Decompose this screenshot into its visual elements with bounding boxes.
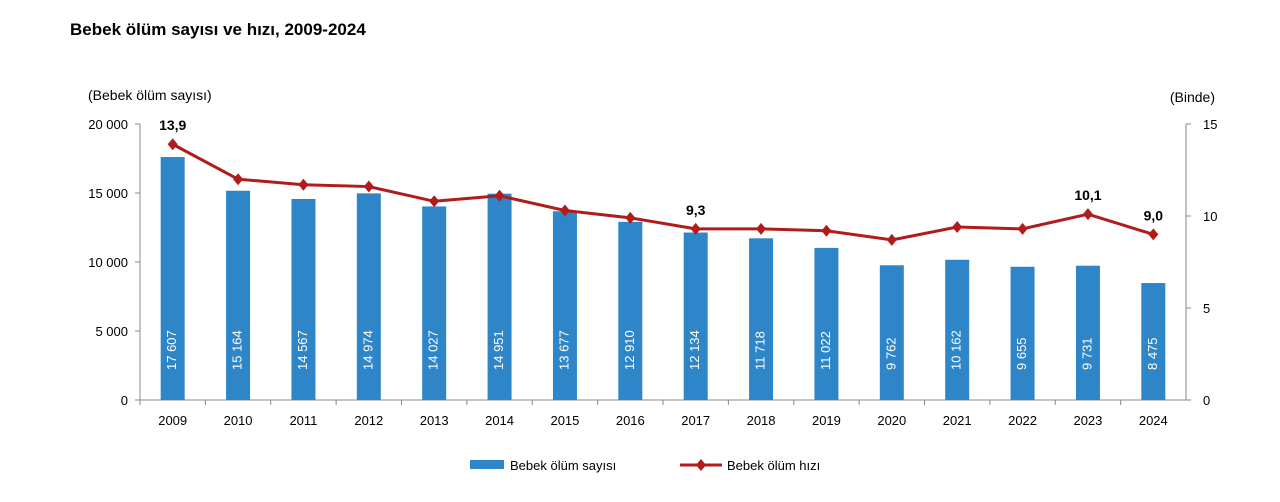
left-tick-label: 5 000: [95, 324, 128, 339]
x-tick-label: 2014: [485, 413, 514, 428]
bar: [945, 259, 970, 400]
legend-bar-swatch: [470, 460, 504, 469]
left-tick-label: 20 000: [88, 117, 128, 132]
rate-point: [559, 204, 570, 217]
rate-point: [1082, 208, 1093, 221]
x-tick-label: 2020: [877, 413, 906, 428]
bar: [1075, 265, 1100, 400]
bar: [1141, 283, 1166, 400]
rate-point: [625, 211, 636, 224]
rate-point: [756, 222, 767, 235]
bar-label: 17 607: [164, 330, 179, 370]
legend-bar-label: Bebek ölüm sayısı: [510, 458, 616, 473]
bar: [291, 198, 316, 400]
left-tick-label: 10 000: [88, 255, 128, 270]
bar-label: 12 134: [687, 330, 702, 370]
right-tick-label: 0: [1203, 393, 1210, 408]
rate-point: [821, 224, 832, 237]
rate-point: [167, 138, 178, 151]
rate-point: [363, 180, 374, 193]
bar: [1010, 266, 1035, 400]
left-tick-label: 0: [121, 393, 128, 408]
x-tick-label: 2018: [747, 413, 776, 428]
x-tick-label: 2012: [354, 413, 383, 428]
bar: [422, 206, 447, 400]
right-tick-label: 10: [1203, 209, 1217, 224]
x-tick-label: 2021: [943, 413, 972, 428]
left-tick-label: 15 000: [88, 186, 128, 201]
bar: [618, 221, 643, 400]
x-tick-label: 2017: [681, 413, 710, 428]
rate-point: [429, 195, 440, 208]
bar-label: 12 910: [622, 330, 637, 370]
x-tick-label: 2024: [1139, 413, 1168, 428]
bar: [160, 157, 185, 400]
bar: [683, 232, 708, 400]
bar-label: 10 162: [949, 330, 964, 370]
legend-line-label: Bebek ölüm hızı: [727, 458, 820, 473]
x-tick-label: 2015: [550, 413, 579, 428]
x-tick-label: 2023: [1073, 413, 1102, 428]
x-tick-label: 2022: [1008, 413, 1037, 428]
bar-label: 11 022: [818, 331, 833, 370]
x-tick-label: 2011: [289, 413, 317, 428]
x-tick-label: 2019: [812, 413, 841, 428]
rate-point: [690, 222, 701, 235]
bar-label: 8 475: [1145, 337, 1160, 370]
bar-label: 14 974: [360, 330, 375, 370]
bar-label: 9 762: [883, 337, 898, 370]
bar: [226, 190, 251, 400]
rate-point: [233, 173, 244, 186]
x-tick-label: 2016: [616, 413, 645, 428]
bar: [879, 265, 904, 400]
x-tick-label: 2010: [224, 413, 253, 428]
x-tick-label: 2013: [420, 413, 449, 428]
bar: [356, 193, 381, 400]
bar-label: 13 677: [556, 330, 571, 370]
bar: [814, 247, 839, 400]
rate-point: [1148, 228, 1159, 241]
right-tick-label: 15: [1203, 117, 1217, 132]
bar-label: 14 567: [295, 330, 310, 370]
left-axis-label: (Bebek ölüm sayısı): [88, 87, 212, 103]
x-tick-label: 2009: [158, 413, 187, 428]
rate-point: [298, 178, 309, 191]
point-label: 9,0: [1144, 207, 1164, 223]
bar-label: 14 951: [491, 330, 506, 370]
bar-label: 9 655: [1014, 337, 1029, 370]
rate-point: [1017, 222, 1028, 235]
bar-label: 11 718: [753, 331, 768, 370]
bar: [749, 238, 774, 400]
bar-label: 14 027: [426, 330, 441, 370]
bar: [552, 211, 577, 400]
point-label: 13,9: [159, 117, 186, 133]
point-label: 9,3: [686, 202, 706, 218]
chart-title: Bebek ölüm sayısı ve hızı, 2009-2024: [70, 20, 366, 39]
right-tick-label: 5: [1203, 301, 1210, 316]
rate-line: [171, 142, 1154, 242]
rate-point: [494, 189, 505, 202]
legend-line-marker: [696, 459, 706, 471]
right-axis-label: (Binde): [1170, 89, 1215, 105]
point-label: 10,1: [1074, 187, 1101, 203]
bar-label: 9 731: [1079, 337, 1094, 370]
rate-point: [952, 221, 963, 234]
bar-label: 15 164: [230, 330, 245, 370]
rate-point: [886, 233, 897, 246]
bar: [487, 193, 512, 400]
